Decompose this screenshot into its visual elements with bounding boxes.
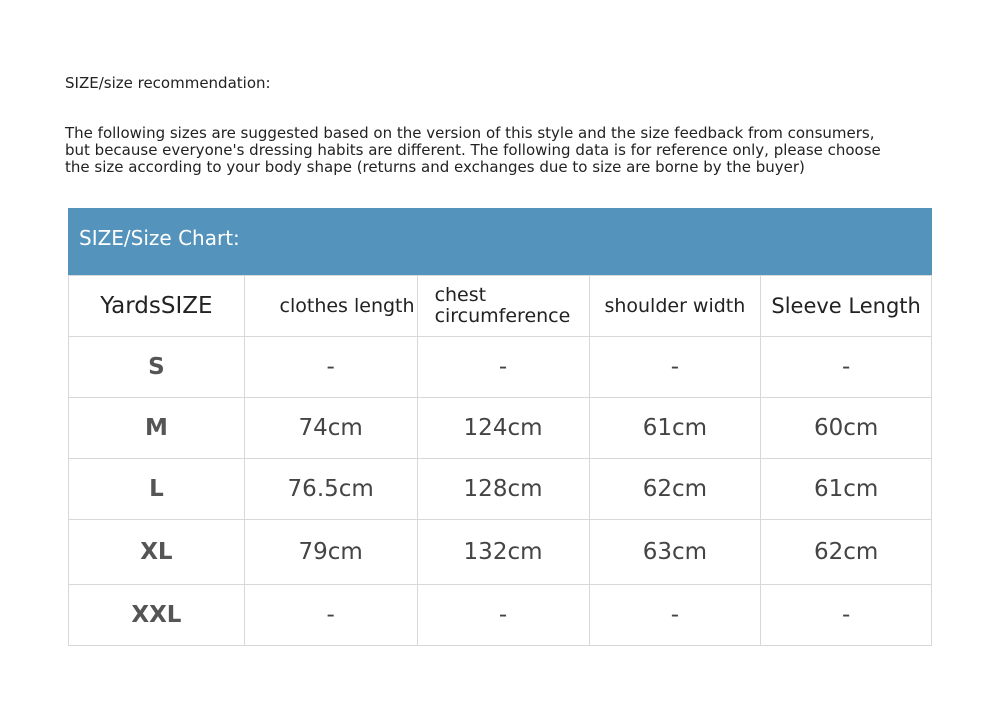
- size-label: XXL: [68, 584, 245, 646]
- header-cell: YardsSIZE: [68, 275, 245, 337]
- measurement-cell: 62cm: [588, 458, 762, 520]
- size-label: S: [68, 336, 245, 398]
- measurement-cell: -: [760, 336, 932, 398]
- measurement-cell: 74cm: [243, 397, 418, 459]
- size-table: YardsSIZE clothes length chest circumfer…: [68, 275, 932, 646]
- measurement-cell: -: [416, 336, 590, 398]
- table-row: S----: [68, 336, 932, 398]
- measurement-cell: 62cm: [760, 519, 932, 585]
- size-label: L: [68, 458, 245, 520]
- measurement-cell: 79cm: [243, 519, 418, 585]
- measurement-cell: -: [588, 584, 762, 646]
- measurement-cell: -: [760, 584, 932, 646]
- measurement-cell: -: [416, 584, 590, 646]
- table-row: XL 79cm 132cm 63cm 62cm: [68, 519, 932, 585]
- header-cell: chest circumference: [416, 275, 590, 337]
- measurement-cell: 128cm: [416, 458, 590, 520]
- measurement-cell: 124cm: [416, 397, 590, 459]
- header-cell: clothes length: [243, 275, 418, 337]
- intro-line: but because everyone's dressing habits a…: [65, 141, 881, 159]
- header-cell: Sleeve Length: [760, 275, 932, 337]
- table-row: XXL - - - -: [68, 584, 932, 646]
- table-row: L 76.5cm 128cm 62cm 61cm: [68, 458, 932, 520]
- page-title: SIZE/size recommendation:: [65, 74, 271, 92]
- measurement-cell: -: [588, 336, 762, 398]
- intro-line: the size according to your body shape (r…: [65, 158, 805, 176]
- size-chart-banner: SIZE/Size Chart:: [68, 208, 932, 275]
- measurement-cell: 63cm: [588, 519, 762, 585]
- measurement-cell: -: [243, 584, 418, 646]
- measurement-cell: 76.5cm: [243, 458, 418, 520]
- measurement-cell: 132cm: [416, 519, 590, 585]
- table-header-row: YardsSIZE clothes length chest circumfer…: [68, 275, 932, 337]
- size-label: M: [68, 397, 245, 459]
- intro-text: The following sizes are suggested based …: [65, 125, 945, 176]
- table-row: M 74cm 124cm 61cm 60cm: [68, 397, 932, 459]
- intro-line: The following sizes are suggested based …: [65, 124, 875, 142]
- measurement-cell: 61cm: [588, 397, 762, 459]
- size-label: XL: [68, 519, 245, 585]
- measurement-cell: 61cm: [760, 458, 932, 520]
- measurement-cell: -: [243, 336, 418, 398]
- header-cell: shoulder width: [588, 275, 762, 337]
- measurement-cell: 60cm: [760, 397, 932, 459]
